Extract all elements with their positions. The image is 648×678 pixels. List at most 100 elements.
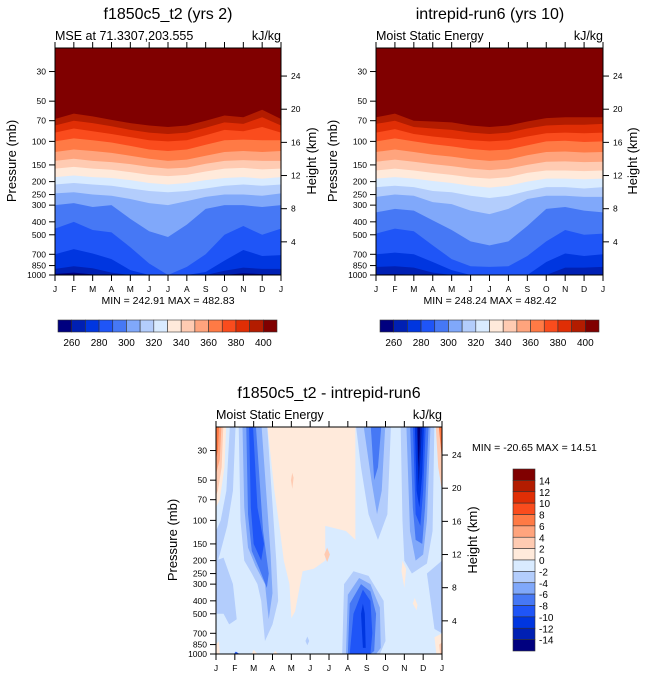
colorbar-box xyxy=(530,319,545,333)
colorbar-label: 4 xyxy=(539,533,545,544)
x-tick-label: J xyxy=(374,284,378,294)
colorbar-box xyxy=(516,319,531,333)
x-tick-label: S xyxy=(203,284,209,294)
colorbar-label: 340 xyxy=(495,338,512,349)
y-tick-label: 200 xyxy=(353,177,367,187)
x-tick-label: J xyxy=(327,663,331,673)
colorbar-box xyxy=(263,319,278,333)
y-tick-label: 200 xyxy=(32,177,46,187)
colorbar-box xyxy=(71,319,86,333)
x-tick-label: A xyxy=(345,663,351,673)
min-max-label: MIN = -20.65 MAX = 14.51 xyxy=(472,442,597,454)
contour-band xyxy=(216,427,220,460)
y-tick-label: 700 xyxy=(32,249,46,259)
colorbar-box xyxy=(235,319,250,333)
left-subtitle: Moist Static Energy xyxy=(376,29,484,43)
min-max-label: MIN = 248.24 MAX = 482.42 xyxy=(423,295,556,307)
contour-band xyxy=(426,560,442,634)
colorbar-label: 400 xyxy=(255,338,272,349)
colorbar-label: -4 xyxy=(539,579,548,590)
colorbar-box xyxy=(512,616,536,629)
x-tick-label: F xyxy=(392,284,397,294)
x-tick-label: N xyxy=(240,284,246,294)
x-tick-label: J xyxy=(308,663,312,673)
colorbar: 260 280 300 320 340 360 380 400 xyxy=(379,319,600,349)
colorbar-label: 6 xyxy=(539,522,545,533)
colorbar-box xyxy=(167,319,182,333)
contour-band xyxy=(290,472,294,489)
colorbar-box xyxy=(512,548,536,561)
x-tick-label: F xyxy=(232,663,237,673)
x-tick-label: O xyxy=(382,663,389,673)
colorbar-label: 280 xyxy=(91,338,108,349)
colorbar-box xyxy=(512,525,536,538)
x-tick-label: A xyxy=(184,284,190,294)
units-label: kJ/kg xyxy=(413,408,442,422)
y-tick-label: 850 xyxy=(32,261,46,271)
x-tick-label: N xyxy=(562,284,568,294)
y-tick-label: 100 xyxy=(193,515,207,525)
y-tick-label: 50 xyxy=(358,96,368,106)
x-tick-label: S xyxy=(524,284,530,294)
x-tick-label: A xyxy=(270,663,276,673)
units-label: kJ/kg xyxy=(252,29,281,43)
contour-band xyxy=(55,48,281,127)
colorbar-box xyxy=(249,319,264,333)
colorbar-label: 320 xyxy=(467,338,484,349)
y-tick-label-right: 12 xyxy=(452,550,462,560)
panel-model-b: intrepid-run6 (yrs 10) Moist Static Ener… xyxy=(325,6,640,349)
colorbar-label: 300 xyxy=(118,338,135,349)
x-tick-label: A xyxy=(506,284,512,294)
colorbar-label: 380 xyxy=(550,338,567,349)
y-tick-label: 300 xyxy=(353,200,367,210)
y-tick-label: 300 xyxy=(32,200,46,210)
y-tick-label: 300 xyxy=(193,579,207,589)
colorbar-box xyxy=(475,319,490,333)
contour-band xyxy=(376,48,603,127)
contour-band xyxy=(249,427,265,561)
y-axis-label: Pressure (mb) xyxy=(4,120,19,202)
y-tick-label-right: 8 xyxy=(291,204,296,214)
left-subtitle: Moist Static Energy xyxy=(216,408,324,422)
y-axis-label: Pressure (mb) xyxy=(325,120,340,202)
y-tick-label-right: 24 xyxy=(291,71,301,81)
colorbar-box xyxy=(512,593,536,606)
colorbar-label: 360 xyxy=(522,338,539,349)
y-tick-label-right: 4 xyxy=(613,237,618,247)
panel-title: intrepid-run6 (yrs 10) xyxy=(416,6,565,23)
colorbar-label: 300 xyxy=(440,338,457,349)
colorbar-label: -10 xyxy=(539,613,554,624)
colorbar-box xyxy=(379,319,394,333)
contour-band xyxy=(272,651,279,654)
panel-model-a: f1850c5_t2 (yrs 2) MSE at 71.3307,203.55… xyxy=(4,6,319,349)
y-tick-label: 70 xyxy=(358,116,368,126)
y-tick-label: 50 xyxy=(198,475,208,485)
colorbar-label: 10 xyxy=(539,499,551,510)
y-tick-label: 500 xyxy=(353,230,367,240)
colorbar-label: 280 xyxy=(413,338,430,349)
colorbar-label: 340 xyxy=(173,338,190,349)
x-tick-label: F xyxy=(71,284,76,294)
contour-band xyxy=(267,427,356,619)
colorbar-box xyxy=(557,319,572,333)
x-tick-label: M xyxy=(448,284,455,294)
colorbar-label: 320 xyxy=(145,338,162,349)
colorbar-label: 14 xyxy=(539,476,551,487)
colorbar-box xyxy=(153,319,168,333)
panel-difference: f1850c5_t2 - intrepid-run6 Moist Static … xyxy=(165,385,597,673)
colorbar-box xyxy=(194,319,209,333)
x-tick-label: N xyxy=(401,663,407,673)
y-tick-label-right: 16 xyxy=(452,516,462,526)
y-tick-label-right: 12 xyxy=(291,171,301,181)
colorbar-label: 0 xyxy=(539,556,545,567)
colorbar-box xyxy=(512,639,536,652)
x-tick-label: S xyxy=(364,663,370,673)
x-tick-label: D xyxy=(581,284,587,294)
y-tick-label: 150 xyxy=(32,160,46,170)
y-tick-label-right: 20 xyxy=(613,104,623,114)
contour-band xyxy=(370,427,382,481)
y-axis-label-right: Height (km) xyxy=(625,127,640,194)
